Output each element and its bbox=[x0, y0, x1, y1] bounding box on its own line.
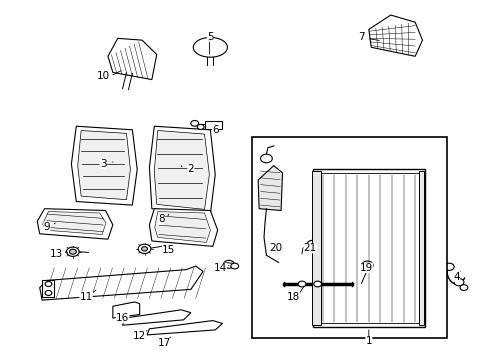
Circle shape bbox=[230, 263, 238, 269]
Text: 17: 17 bbox=[157, 338, 170, 348]
Text: 6: 6 bbox=[211, 125, 218, 135]
Text: 18: 18 bbox=[286, 292, 299, 302]
Circle shape bbox=[306, 240, 318, 249]
Polygon shape bbox=[147, 320, 222, 335]
Text: 16: 16 bbox=[116, 313, 129, 323]
Text: 14: 14 bbox=[213, 263, 226, 273]
Text: 15: 15 bbox=[162, 245, 175, 255]
Polygon shape bbox=[155, 212, 210, 242]
Text: 4: 4 bbox=[452, 272, 459, 282]
Text: 12: 12 bbox=[133, 331, 146, 341]
Text: 1: 1 bbox=[365, 336, 371, 346]
Bar bbox=[311, 171, 320, 325]
Polygon shape bbox=[37, 209, 113, 239]
Circle shape bbox=[361, 261, 372, 270]
Text: 3: 3 bbox=[100, 159, 106, 169]
Text: 9: 9 bbox=[43, 222, 50, 231]
Text: 5: 5 bbox=[206, 32, 213, 41]
Bar bbox=[312, 169, 424, 327]
Polygon shape bbox=[108, 39, 157, 80]
Circle shape bbox=[190, 121, 198, 126]
Bar bbox=[317, 173, 419, 323]
Polygon shape bbox=[258, 166, 282, 211]
Bar bbox=[418, 171, 423, 325]
Text: 21: 21 bbox=[303, 243, 316, 253]
Circle shape bbox=[197, 125, 203, 130]
Text: 11: 11 bbox=[79, 292, 92, 302]
Circle shape bbox=[45, 282, 52, 287]
Circle shape bbox=[459, 285, 467, 291]
Circle shape bbox=[453, 279, 463, 286]
Circle shape bbox=[260, 154, 272, 163]
Polygon shape bbox=[368, 15, 422, 56]
Bar bbox=[42, 280, 54, 297]
Polygon shape bbox=[78, 131, 130, 200]
Polygon shape bbox=[149, 209, 217, 246]
Polygon shape bbox=[113, 302, 140, 318]
Circle shape bbox=[444, 263, 453, 270]
Polygon shape bbox=[122, 310, 190, 325]
Circle shape bbox=[364, 263, 369, 267]
Circle shape bbox=[298, 281, 305, 287]
Ellipse shape bbox=[193, 37, 227, 57]
Text: 2: 2 bbox=[187, 164, 194, 174]
Circle shape bbox=[69, 249, 76, 254]
Circle shape bbox=[66, 247, 79, 256]
Bar bbox=[251, 137, 446, 338]
Text: 20: 20 bbox=[269, 243, 282, 253]
Text: 19: 19 bbox=[359, 263, 372, 273]
Text: 10: 10 bbox=[96, 71, 109, 81]
Circle shape bbox=[138, 244, 151, 253]
Bar bbox=[204, 121, 221, 129]
Text: 7: 7 bbox=[358, 32, 364, 41]
Polygon shape bbox=[40, 266, 203, 300]
Text: 13: 13 bbox=[50, 248, 63, 258]
Circle shape bbox=[142, 247, 147, 251]
Polygon shape bbox=[154, 131, 209, 210]
Circle shape bbox=[313, 281, 321, 287]
Polygon shape bbox=[42, 212, 106, 234]
Circle shape bbox=[45, 291, 52, 296]
Polygon shape bbox=[71, 126, 137, 205]
Polygon shape bbox=[149, 126, 215, 214]
Circle shape bbox=[223, 260, 234, 268]
Text: 8: 8 bbox=[158, 215, 164, 224]
